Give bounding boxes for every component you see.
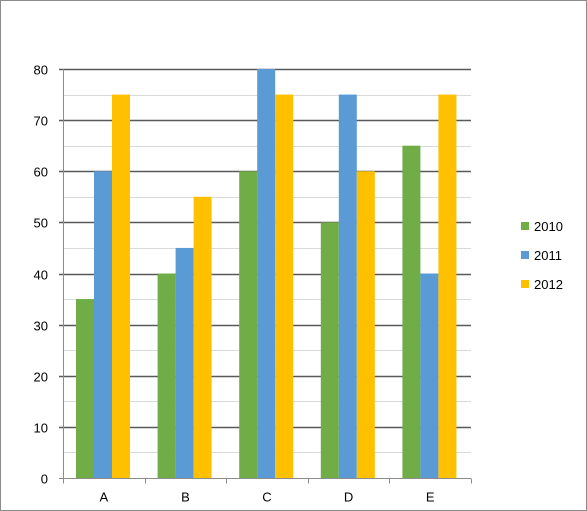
legend: 2010 2011 2012 [521,219,563,292]
bar-2010-E [402,145,421,478]
legend-swatch-2011 [521,251,529,259]
bar-2012-C [275,94,294,478]
y-tick-label: 40 [34,268,48,283]
bar-2011-A [94,171,112,478]
x-tick-label: D [344,490,353,505]
y-axis-tick-labels: 0 10 20 30 40 50 60 70 80 [34,63,48,487]
x-tick-label: B [181,490,190,505]
legend-swatch-2012 [521,280,529,288]
bar-2010-A [76,299,94,478]
legend-label-2011: 2011 [534,248,562,263]
bar-2010-C [239,171,258,478]
bar-2012-A [112,94,130,478]
bar-2011-E [420,273,439,478]
bar-2011-D [338,94,357,478]
x-tick-label: C [262,490,271,505]
bar-2012-B [193,196,212,478]
y-tick-label: 70 [34,114,48,129]
bar-2011-C [257,69,276,478]
x-axis-tick-labels: A B C D E [99,490,434,505]
bar-2010-B [157,273,176,478]
y-tick-label: 50 [34,216,48,231]
bar-2012-D [356,171,375,478]
x-tick-label: E [426,490,435,505]
y-tick-label: 20 [34,370,48,385]
y-tick-label: 30 [34,319,48,334]
x-tick-label: A [99,490,108,505]
y-tick-label: 0 [41,472,48,487]
y-tick-label: 10 [34,421,48,436]
axes [59,69,472,484]
legend-label-2012: 2012 [534,277,563,292]
bars [76,69,457,478]
y-tick-label: 80 [34,63,48,78]
legend-swatch-2010 [521,222,529,230]
bar-2010-D [320,222,339,478]
bar-2012-E [438,94,457,478]
y-tick-label: 60 [34,165,48,180]
legend-label-2010: 2010 [534,219,563,234]
bar-2011-B [175,247,194,478]
